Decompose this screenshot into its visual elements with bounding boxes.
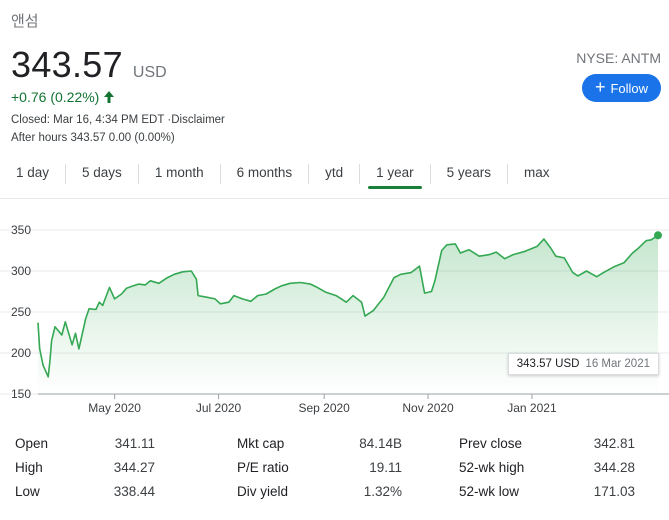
tab-ytd[interactable]: ytd <box>325 165 344 180</box>
stat-value: 342.81 <box>593 436 635 451</box>
price-change-value: +0.76 (0.22%) <box>11 89 100 105</box>
tab-separator <box>137 164 139 184</box>
price-line <box>37 234 659 378</box>
tabs-divider <box>0 198 669 199</box>
stat-value: 1.32% <box>363 484 402 499</box>
tab-separator <box>506 164 508 184</box>
time-range-tabs: 1 day 5 days 1 month 6 months ytd 1 year 5 yea… <box>0 160 565 189</box>
tab-max[interactable]: max <box>523 165 550 180</box>
stat-div-yield: Div yield 1.32% <box>237 484 402 504</box>
x-tick-label: Jan 2021 <box>507 401 557 415</box>
x-tick-label: May 2020 <box>88 401 141 415</box>
stat-prev-close: Prev close 342.81 <box>459 436 635 456</box>
y-tick-label: 250 <box>11 305 31 319</box>
stat-value: 344.27 <box>113 460 155 475</box>
stat-p-e-ratio: P/E ratio 19.11 <box>237 460 402 480</box>
plus-icon: + <box>594 77 606 97</box>
price-row: 343.57 USD <box>11 44 167 86</box>
follow-button-label: Follow <box>610 80 649 96</box>
chart-tooltip: 343.57 USD 16 Mar 2021 <box>507 353 659 375</box>
y-tick-label: 300 <box>11 264 31 278</box>
stat-value: 171.03 <box>593 484 635 499</box>
x-tick-label: Nov 2020 <box>402 401 454 415</box>
tab-1-year[interactable]: 1 year <box>360 160 430 189</box>
x-tick-label: Sep 2020 <box>298 401 350 415</box>
stat-label: High <box>15 460 43 475</box>
tab-separator <box>308 164 310 184</box>
market-status: Closed: Mar 16, 4:34 PM EDT ·Disclaimer <box>11 114 225 126</box>
stat-label: Prev close <box>459 436 523 451</box>
stat-value: 19.11 <box>369 460 402 475</box>
tab-5-years[interactable]: 5 years <box>446 165 491 180</box>
stat-label: 52-wk high <box>459 460 525 475</box>
stat-label: P/E ratio <box>237 460 289 475</box>
arrow-up-icon <box>104 91 115 103</box>
stat-value: 338.44 <box>113 484 155 499</box>
stat-label: Mkt cap <box>237 436 285 451</box>
tab-separator <box>65 164 67 184</box>
y-tick-label: 200 <box>11 346 31 360</box>
tab-separator <box>219 164 221 184</box>
stat-value: 341.11 <box>114 436 155 451</box>
stat-low: Low 338.44 <box>15 484 155 504</box>
stat-open: Open 341.11 <box>15 436 155 456</box>
stat-mkt-cap: Mkt cap 84.14B <box>237 436 402 456</box>
tooltip-price: 343.57 USD <box>516 358 580 370</box>
tab-1-month[interactable]: 1 month <box>154 165 204 180</box>
tab-5-days[interactable]: 5 days <box>82 165 122 180</box>
tab-separator <box>429 164 431 184</box>
tooltip-date: 16 Mar 2021 <box>585 358 650 370</box>
tab-1-day[interactable]: 1 day <box>16 165 50 180</box>
price-chart[interactable]: 350 300 250 200 150 May 2020 Jul 2020 Sep 2020 N… <box>0 210 669 420</box>
stat-label: Low <box>15 484 40 499</box>
price-chart-svg: 350 300 250 200 150 May 2020 Jul 2020 Sep 2020 N… <box>0 223 669 415</box>
after-hours-text: After hours 343.57 0.00 (0.00%) <box>11 132 175 144</box>
stat-label: Div yield <box>237 484 289 499</box>
stat-high: High 344.27 <box>15 460 155 480</box>
price-change: +0.76 (0.22%) <box>11 89 115 105</box>
tab-6-months[interactable]: 6 months <box>236 165 293 180</box>
x-tick-label: Jul 2020 <box>196 401 242 415</box>
disclaimer-link[interactable]: Disclaimer <box>171 114 225 126</box>
exchange-ticker: NYSE: ANTM <box>576 50 661 66</box>
stat-label: 52-wk low <box>459 484 520 499</box>
currency-label: USD <box>132 64 167 81</box>
y-tick-label: 150 <box>11 387 31 401</box>
stat-value: 84.14B <box>359 436 402 451</box>
tab-separator <box>359 164 361 184</box>
stat-52-wk-low: 52-wk low 171.03 <box>459 484 635 504</box>
current-price: 343.57 <box>11 44 123 85</box>
stat-52-wk-high: 52-wk high 344.28 <box>459 460 635 480</box>
closed-text: Closed: Mar 16, 4:34 PM EDT · <box>11 114 172 126</box>
company-name: 앤섬 <box>11 12 39 30</box>
y-tick-label: 350 <box>11 223 31 237</box>
stat-label: Open <box>15 436 49 451</box>
stat-value: 344.28 <box>593 460 635 475</box>
follow-button[interactable]: + Follow <box>582 74 661 102</box>
last-price-point <box>654 231 662 240</box>
